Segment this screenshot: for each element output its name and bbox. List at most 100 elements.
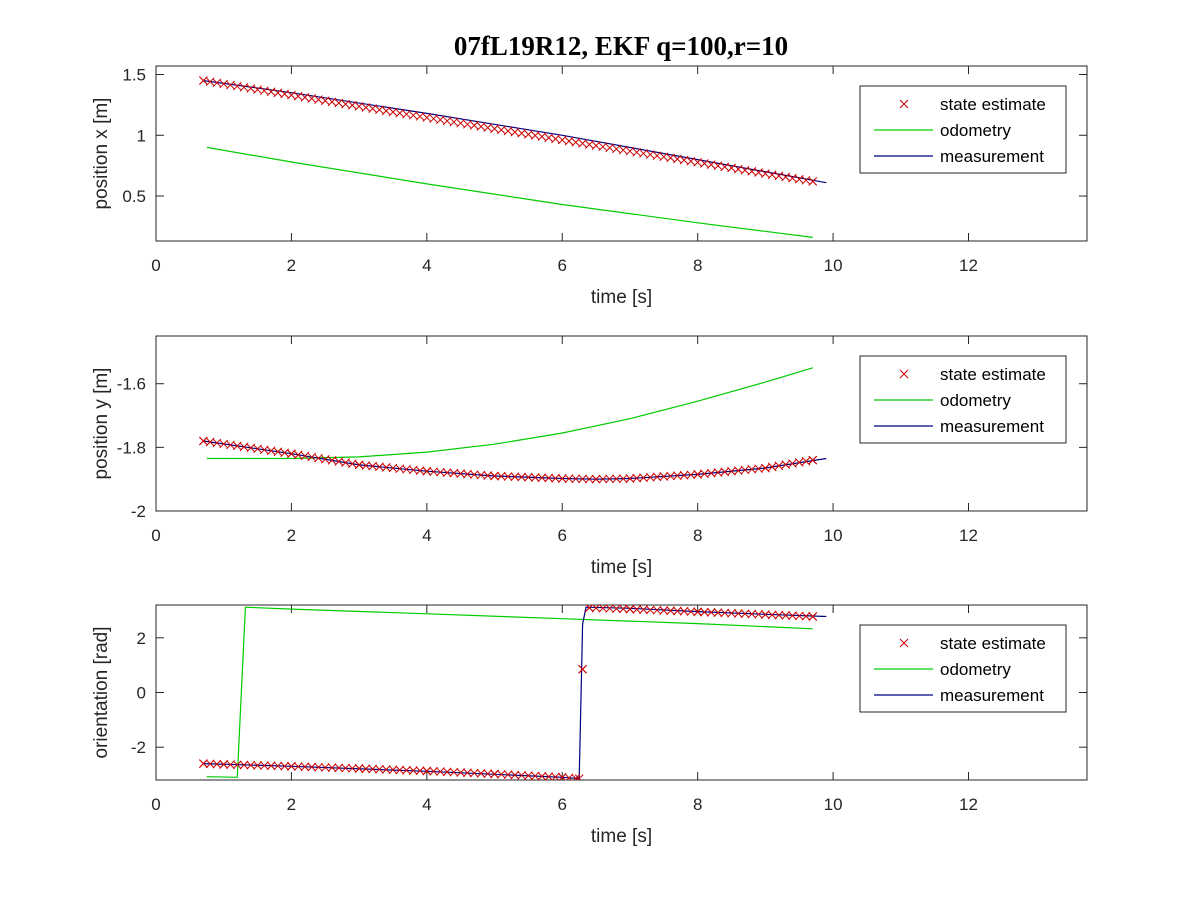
state-estimate-marker (530, 473, 540, 482)
state-estimate-marker (212, 759, 222, 769)
legend-label: measurement (940, 417, 1044, 436)
state-estimate-marker (693, 607, 703, 617)
state-estimate-marker (740, 609, 750, 619)
state-estimate-marker (544, 473, 554, 483)
state-estimate-marker (564, 773, 574, 780)
state-estimate-marker (652, 472, 662, 482)
state-estimate-marker (551, 772, 560, 780)
state-estimate-marker (361, 461, 371, 470)
y-tick-label: 1 (137, 126, 146, 145)
state-estimate-marker (713, 608, 723, 618)
state-estimate-marker (273, 761, 283, 771)
state-estimate-marker (645, 605, 655, 615)
state-estimate-marker (574, 774, 584, 780)
legend-marker-state-estimate (899, 99, 909, 109)
state-estimate-marker (287, 761, 296, 771)
legend-marker-state-estimate (899, 638, 909, 648)
state-estimate-marker (686, 470, 696, 480)
state-estimate-marker (767, 610, 777, 620)
legend-label: measurement (940, 147, 1044, 166)
state-estimate-marker (226, 760, 235, 769)
state-estimate-marker (591, 474, 601, 484)
state-estimate-marker (266, 761, 276, 771)
state-estimate-marker (232, 760, 242, 770)
state-estimate-marker (307, 762, 317, 772)
state-estimate-marker (679, 606, 689, 616)
state-estimate-marker (280, 761, 290, 771)
state-estimate-marker (422, 466, 432, 476)
legend: state estimate odometry measurement (859, 624, 1067, 713)
state-estimate-marker (700, 607, 709, 617)
state-estimate-marker (205, 759, 215, 769)
state-estimate-marker (659, 472, 669, 481)
state-estimate-marker (287, 449, 296, 459)
series-line-measurement (203, 606, 827, 780)
state-estimate-marker (354, 460, 364, 470)
state-estimate-marker (483, 769, 493, 779)
state-estimate-marker (449, 468, 459, 478)
state-estimate-marker (537, 771, 547, 780)
state-estimate-marker (388, 765, 398, 775)
state-estimate-marker (754, 609, 763, 619)
state-estimate-marker (442, 468, 452, 478)
series-markers-state-estimate (199, 605, 818, 780)
state-estimate-marker (415, 466, 425, 475)
state-estimate-marker (510, 472, 520, 482)
state-estimate-marker (747, 464, 757, 474)
state-estimate-marker (402, 765, 411, 775)
state-estimate-marker (449, 767, 459, 777)
x-axis-label: time [s] (591, 826, 652, 847)
state-estimate-marker (341, 763, 350, 773)
state-estimate-marker (293, 762, 303, 771)
x-tick-label: 8 (693, 256, 702, 275)
state-estimate-marker (632, 605, 642, 614)
y-tick-label: 2 (137, 629, 146, 648)
series-line-odometry (206, 146, 813, 238)
state-estimate-marker (578, 474, 587, 484)
state-estimate-marker (598, 605, 608, 613)
state-estimate-marker (645, 472, 655, 482)
state-estimate-marker (659, 606, 669, 615)
state-estimate-marker (368, 461, 378, 471)
state-estimate-marker (727, 466, 736, 476)
legend-label: state estimate (940, 95, 1046, 114)
state-estimate-marker (727, 608, 736, 618)
state-estimate-marker (395, 464, 405, 474)
state-estimate-marker (253, 761, 262, 770)
y-tick-label: 0 (137, 684, 146, 703)
state-estimate-marker (381, 765, 391, 774)
series-line-measurement (203, 80, 827, 184)
state-estimate-marker (673, 471, 682, 481)
series-markers-state-estimate (199, 436, 818, 484)
state-estimate-marker (720, 608, 730, 618)
y-tick-label: -2 (131, 502, 146, 521)
state-estimate-marker (720, 467, 730, 477)
state-estimate-marker (639, 473, 648, 483)
state-estimate-marker (740, 465, 750, 475)
state-estimate-marker (706, 468, 716, 478)
y-axis-label: position y [m] (91, 368, 112, 480)
state-estimate-marker (239, 760, 249, 770)
figure-title: 07fL19R12, EKF q=100,r=10 (454, 31, 788, 61)
legend: state estimate odometry measurement (859, 85, 1067, 174)
subplot-1: 0 2 4 6 8 10 12 0.5 1 1.5 time [s] position x [m] st… (91, 65, 1088, 308)
state-estimate-marker (625, 474, 635, 483)
state-estimate-marker (639, 605, 648, 615)
legend-label: state estimate (940, 365, 1046, 384)
state-estimate-marker (524, 472, 533, 482)
x-tick-label: 8 (693, 526, 702, 545)
state-estimate-marker (808, 455, 818, 465)
state-estimate-marker (402, 464, 411, 474)
subplots: 0 2 4 6 8 10 12 0.5 1 1.5 time [s] position x [m] st… (91, 65, 1088, 847)
x-tick-label: 6 (558, 256, 567, 275)
state-estimate-marker (469, 768, 479, 778)
state-estimate-marker (666, 606, 675, 616)
series-line-odometry (206, 606, 813, 778)
x-tick-label: 0 (151, 795, 160, 814)
state-estimate-marker (564, 474, 574, 484)
state-estimate-marker (673, 606, 682, 616)
state-estimate-marker (219, 760, 229, 769)
subplot-2: 0 2 4 6 8 10 12 -2 -1.8 -1.6 time [s] position y [m… (91, 335, 1088, 578)
y-tick-label: 1.5 (122, 66, 146, 85)
